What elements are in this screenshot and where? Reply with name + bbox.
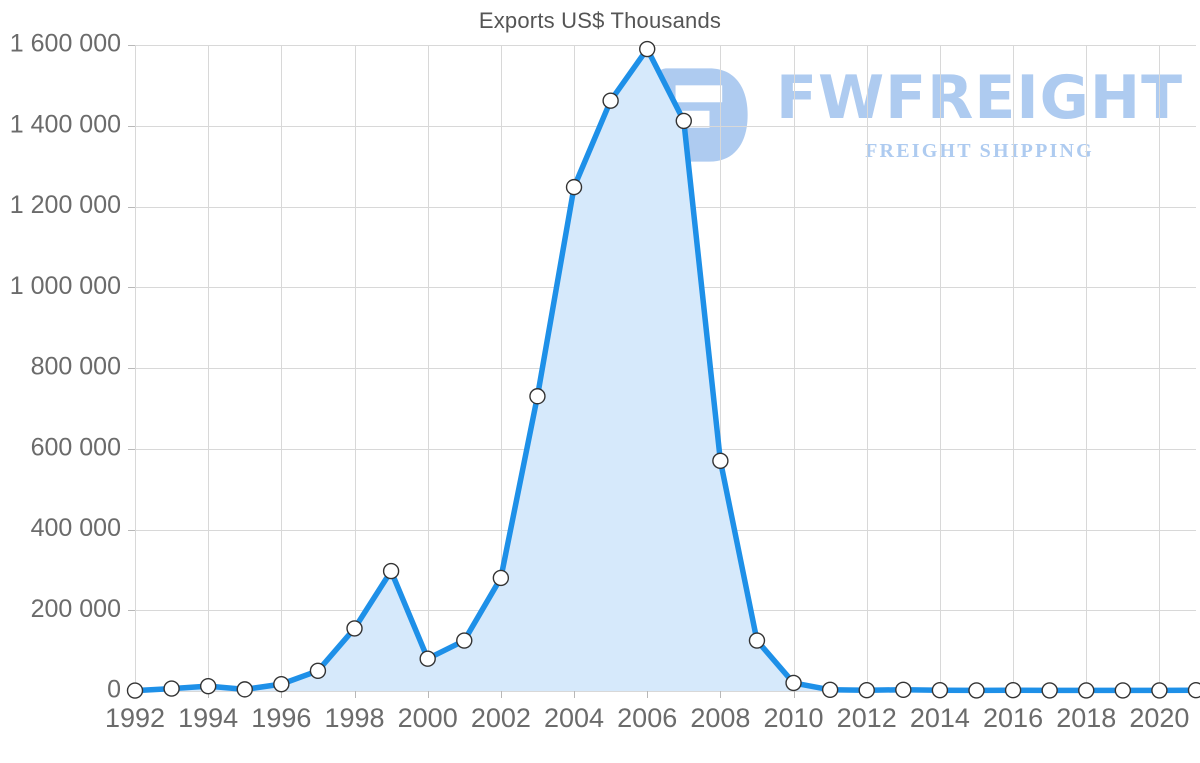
y-axis-tick-label: 400 000 <box>31 514 121 542</box>
x-axis-tick-label: 2020 <box>1129 703 1189 733</box>
area-fill <box>135 49 1196 692</box>
data-point-marker[interactable] <box>931 681 949 699</box>
x-axis-tick-label: 2002 <box>471 703 531 733</box>
data-point-marker[interactable] <box>126 682 144 699</box>
area-path <box>135 49 1196 692</box>
data-point-marker[interactable] <box>1187 681 1200 699</box>
x-axis-tick-label: 2004 <box>544 703 604 733</box>
data-point-marker[interactable] <box>456 632 473 649</box>
data-point-marker[interactable] <box>163 680 180 697</box>
data-point-marker[interactable] <box>1078 682 1095 699</box>
chart-title: Exports US$ Thousands <box>478 8 722 33</box>
y-axis-tick-label: 200 000 <box>31 595 121 623</box>
x-axis-tick-label: 2000 <box>398 703 458 733</box>
x-axis-tick-label: 2008 <box>690 703 750 733</box>
y-axis-tick-label: 1 400 000 <box>10 110 121 138</box>
x-axis-tick-label: 1998 <box>324 703 384 733</box>
data-point-marker[interactable] <box>639 40 656 58</box>
x-axis-tick-label: 2018 <box>1056 703 1116 733</box>
data-point-marker[interactable] <box>382 562 400 580</box>
y-axis-tick-label: 800 000 <box>31 353 121 381</box>
y-axis-tick-label: 1 600 000 <box>10 30 121 58</box>
data-point-marker[interactable] <box>675 112 692 130</box>
data-point-marker[interactable] <box>785 674 802 692</box>
data-point-marker[interactable] <box>858 681 875 699</box>
x-axis-tick-label: 2006 <box>617 703 677 733</box>
x-axis-tick-label: 2016 <box>983 703 1043 733</box>
data-point-marker[interactable] <box>492 569 510 587</box>
data-point-marker[interactable] <box>565 178 583 196</box>
data-point-marker[interactable] <box>1151 682 1168 699</box>
y-axis-labels: 0 200 000 400 000 600 000 800 000 1 000 000 1 … <box>10 30 121 704</box>
x-axis-tick-label: 1996 <box>251 703 311 733</box>
data-point-marker[interactable] <box>309 662 327 680</box>
data-point-marker[interactable] <box>273 675 290 693</box>
data-point-marker[interactable] <box>346 620 363 637</box>
data-point-marker[interactable] <box>968 682 985 699</box>
data-point-marker[interactable] <box>199 677 217 695</box>
data-markers <box>126 40 1200 699</box>
data-point-marker[interactable] <box>748 632 766 649</box>
x-axis-tick-label: 2010 <box>764 703 824 733</box>
x-axis-tick-label: 2014 <box>910 703 970 733</box>
data-point-marker[interactable] <box>602 92 619 109</box>
x-axis-tick-label: 1992 <box>105 703 165 733</box>
x-axis-tick-label: 1994 <box>178 703 238 733</box>
y-axis-tick-label: 1 200 000 <box>10 191 121 219</box>
data-point-marker[interactable] <box>712 452 729 470</box>
data-point-marker[interactable] <box>1114 682 1132 699</box>
data-point-marker[interactable] <box>1041 682 1058 699</box>
data-point-marker[interactable] <box>1004 681 1022 699</box>
data-point-marker[interactable] <box>236 681 253 698</box>
x-axis-tick-label: 2012 <box>837 703 897 733</box>
y-axis-tick-label: 600 000 <box>31 433 121 461</box>
y-axis-tick-label: 1 000 000 <box>10 272 121 300</box>
data-point-marker[interactable] <box>895 681 912 698</box>
data-point-marker[interactable] <box>821 681 839 698</box>
data-point-marker[interactable] <box>529 388 546 405</box>
y-axis-tick-label: 0 <box>107 676 121 704</box>
x-axis-labels: 1992 1994 1996 1998 2000 2002 2004 2006 2008 2010… <box>105 703 1189 733</box>
data-point-marker[interactable] <box>419 650 436 667</box>
